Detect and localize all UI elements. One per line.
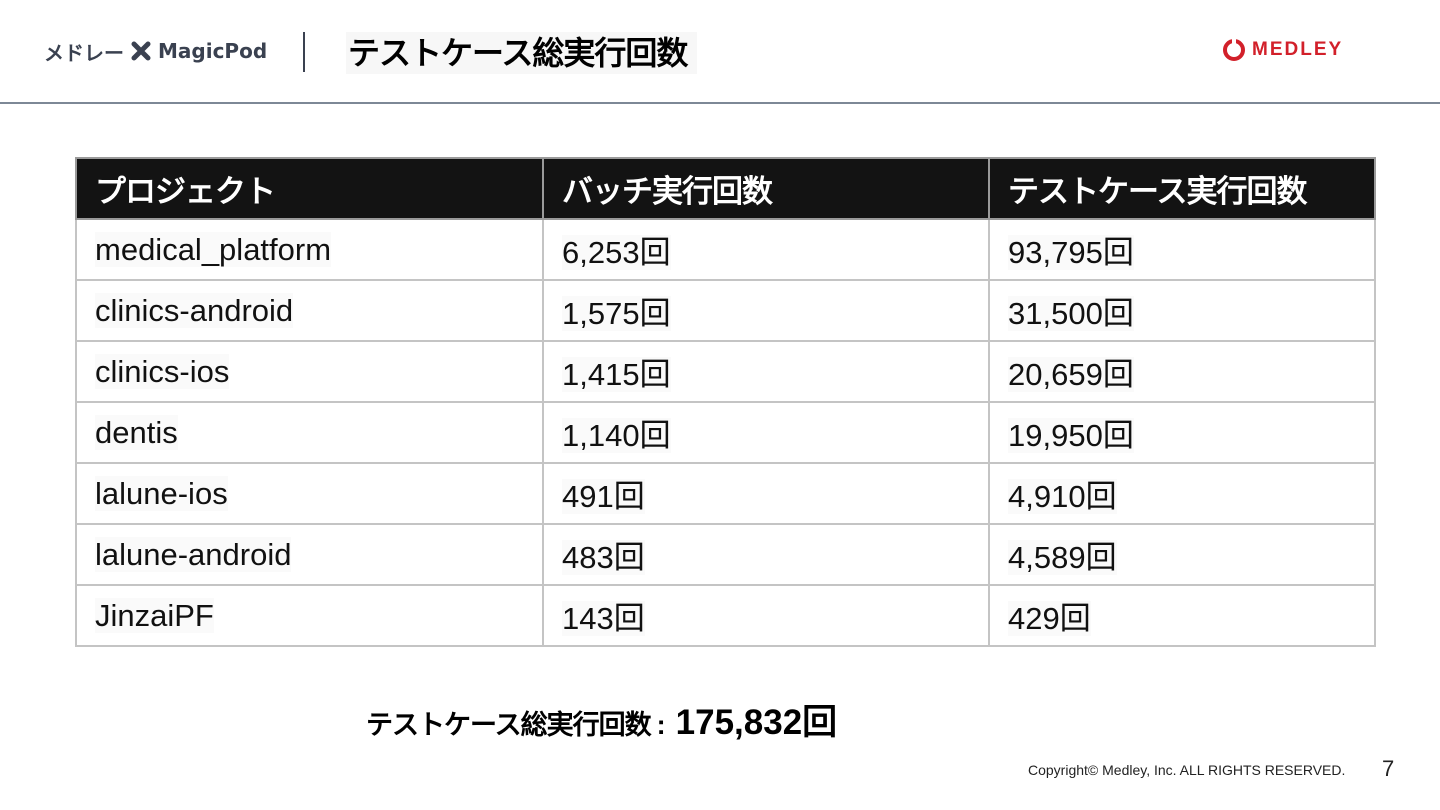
page-number: 7 xyxy=(1382,756,1395,781)
column-header-testcase-runs: テストケース実行回数 xyxy=(988,157,1376,220)
table-row: JinzaiPF 143回 429回 xyxy=(75,584,1376,647)
testcase-runs-cell: 19,950回 xyxy=(988,401,1376,464)
brand-medley-text: メドレー xyxy=(44,40,124,65)
project-cell: dentis xyxy=(75,401,544,464)
table-row: lalune-ios 491回 4,910回 xyxy=(75,462,1376,525)
project-cell: lalune-android xyxy=(75,523,544,586)
project-cell: lalune-ios xyxy=(75,462,544,525)
medley-logo-icon xyxy=(1222,38,1246,62)
total-summary: テストケース総実行回数 : 175,832回 xyxy=(366,694,837,742)
header-rule xyxy=(0,102,1440,104)
page-title: テストケース総実行回数 xyxy=(346,32,698,74)
batch-runs-cell: 1,140回 xyxy=(542,401,990,464)
batch-runs-cell: 1,415回 xyxy=(542,340,990,403)
column-header-project: プロジェクト xyxy=(75,157,544,220)
project-cell: clinics-android xyxy=(75,279,544,342)
project-cell: clinics-ios xyxy=(75,340,544,403)
execution-count-table: プロジェクト バッチ実行回数 テストケース実行回数 medical_platfo… xyxy=(75,157,1376,647)
testcase-runs-cell: 4,910回 xyxy=(988,462,1376,525)
testcase-runs-cell: 93,795回 xyxy=(988,218,1376,281)
testcase-runs-cell: 20,659回 xyxy=(988,340,1376,403)
project-cell: medical_platform xyxy=(75,218,544,281)
total-label: テストケース総実行回数 xyxy=(366,710,652,741)
table-header-row: プロジェクト バッチ実行回数 テストケース実行回数 xyxy=(75,157,1376,220)
project-cell: JinzaiPF xyxy=(75,584,544,647)
batch-runs-cell: 1,575回 xyxy=(542,279,990,342)
testcase-runs-cell: 4,589回 xyxy=(988,523,1376,586)
testcase-runs-cell: 429回 xyxy=(988,584,1376,647)
medley-logo: MEDLEY xyxy=(1222,36,1343,64)
total-separator: : xyxy=(656,710,666,740)
table-row: clinics-android 1,575回 31,500回 xyxy=(75,279,1376,342)
table-row: lalune-android 483回 4,589回 xyxy=(75,523,1376,586)
cross-icon xyxy=(130,40,152,62)
column-header-batch-runs: バッチ実行回数 xyxy=(542,157,990,220)
copyright-notice: Copyright© Medley, Inc. ALL RIGHTS RESER… xyxy=(1028,762,1346,778)
testcase-runs-cell: 31,500回 xyxy=(988,279,1376,342)
table-row: medical_platform 6,253回 93,795回 xyxy=(75,218,1376,281)
header-divider xyxy=(303,32,305,72)
table-row: clinics-ios 1,415回 20,659回 xyxy=(75,340,1376,403)
table-row: dentis 1,140回 19,950回 xyxy=(75,401,1376,464)
batch-runs-cell: 143回 xyxy=(542,584,990,647)
batch-runs-cell: 483回 xyxy=(542,523,990,586)
total-value: 175,832回 xyxy=(675,703,838,742)
batch-runs-cell: 6,253回 xyxy=(542,218,990,281)
medley-logo-text: MEDLEY xyxy=(1252,39,1344,60)
batch-runs-cell: 491回 xyxy=(542,462,990,525)
brand-magicpod-text: MagicPod xyxy=(158,39,268,63)
brand-lockup: メドレー MagicPod xyxy=(44,36,267,66)
